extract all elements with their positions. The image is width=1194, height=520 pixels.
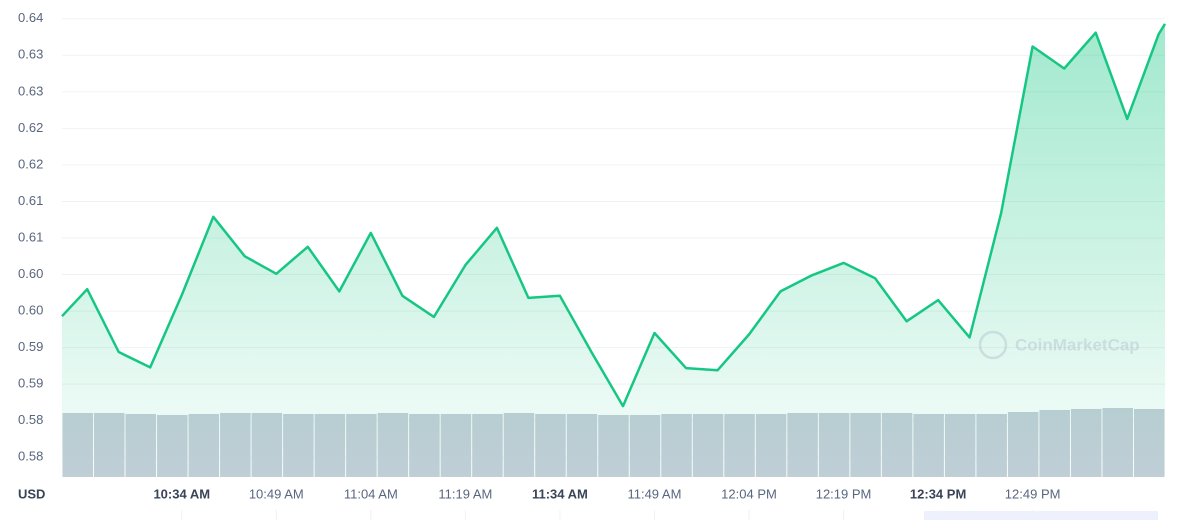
y-tick-label: 0.62 xyxy=(18,120,43,135)
watermark-logo xyxy=(978,330,1008,360)
y-tick-label: 0.60 xyxy=(18,266,43,281)
watermark: CoinMarketCap xyxy=(978,330,1140,360)
watermark-text: CoinMarketCap xyxy=(1015,335,1140,354)
x-tick-label: 12:04 PM xyxy=(721,486,777,501)
price-area xyxy=(62,23,1165,478)
y-tick-label: 0.59 xyxy=(18,376,43,391)
y-tick-label: 0.58 xyxy=(18,412,43,427)
price-line xyxy=(61,23,1167,478)
y-tick-label: 0.61 xyxy=(18,229,43,244)
range-selector xyxy=(924,511,1158,520)
y-tick-label: 0.61 xyxy=(18,193,43,208)
y-tick-label: 0.63 xyxy=(18,83,43,98)
x-tick-label: 11:19 AM xyxy=(438,486,492,501)
y-tick-label: 0.59 xyxy=(18,339,43,354)
y-tick-label: 0.63 xyxy=(18,47,43,62)
x-tick-label: 11:34 AM xyxy=(532,486,588,501)
x-tick-label: 10:49 AM xyxy=(249,486,304,501)
y-tick-label: 0.62 xyxy=(18,156,43,171)
x-tick-label: 12:34 PM xyxy=(910,486,966,501)
y-tick-label: 0.64 xyxy=(18,10,43,25)
x-tick-label: 10:34 AM xyxy=(153,486,210,501)
price-line xyxy=(61,23,1167,408)
x-tick-label: 11:49 AM xyxy=(627,486,681,501)
x-tick-label: 12:19 PM xyxy=(816,486,872,501)
x-tick-label: 11:04 AM xyxy=(344,486,398,501)
unit-label: USD xyxy=(18,486,45,501)
x-tick-label: 12:49 PM xyxy=(1005,486,1061,501)
y-tick-label: 0.58 xyxy=(18,449,43,464)
y-tick-label: 0.60 xyxy=(18,303,43,318)
